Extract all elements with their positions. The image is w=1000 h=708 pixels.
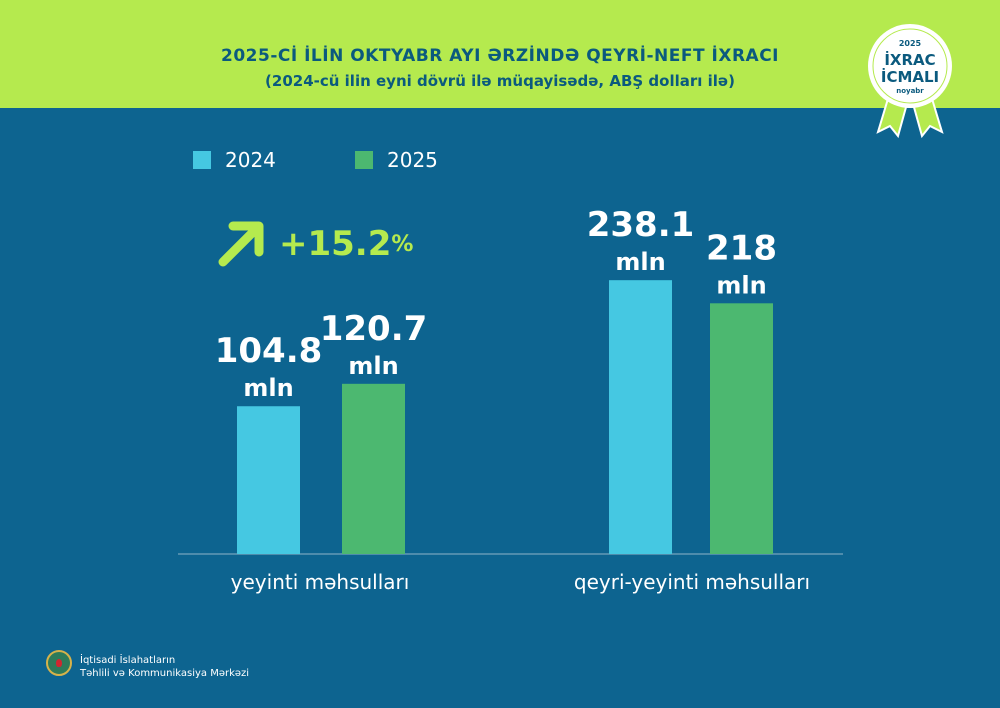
legend-label: 2025 [387,148,438,172]
chart-title: 2025-Cİ İLİN OKTYABR AYI ƏRZİNDƏ QEYRİ-N… [221,46,779,66]
growth-indicator: +15.2% [215,220,413,268]
legend-swatch-2025 [355,151,373,169]
data-label-unit: mln [716,271,766,299]
org-line2: Təhlili və Kommunikasiya Mərkəzi [80,668,250,679]
badge-month: noyabr [896,87,924,95]
growth-unit: % [391,231,414,257]
bar-2025-0 [342,383,405,554]
data-label-unit: mln [243,374,293,402]
data-label: 120.7 [320,309,428,349]
bar-2025-1 [710,303,773,554]
category-label: yeyinti məhsulları [230,570,410,594]
bar-2024-1 [609,280,672,554]
legend-label: 2024 [225,148,276,172]
org-line1: İqtisadi İslahatların [80,655,176,666]
badge-year: 2025 [899,39,922,48]
arrow-up-right-icon [218,221,264,267]
emblem-logo [46,650,72,676]
legend-item-2024: 2024 [193,148,276,172]
data-label-unit: mln [615,248,665,276]
chart-subtitle: (2024-cü ilin eyni dövrü ilə müqayisədə,… [265,72,735,90]
data-label: 104.8 [215,331,323,371]
header-band [0,0,1000,108]
badge-line1: İXRAC [884,50,935,69]
legend-item-2025: 2025 [355,148,438,172]
badge-icon: 2025 İXRAC İCMALI noyabr [868,24,952,139]
data-label-unit: mln [348,352,398,380]
data-label: 218 [706,228,777,268]
legend-swatch-2024 [193,151,211,169]
growth-value: +15.2 [279,224,392,264]
category-label: qeyri-yeyinti məhsulları [573,570,811,594]
data-label: 238.1 [587,205,695,245]
bar-2024-0 [237,406,300,554]
badge-line2: İCMALI [881,67,939,86]
organization-name: İqtisadi İslahatların Təhlili və Kommuni… [80,654,249,680]
